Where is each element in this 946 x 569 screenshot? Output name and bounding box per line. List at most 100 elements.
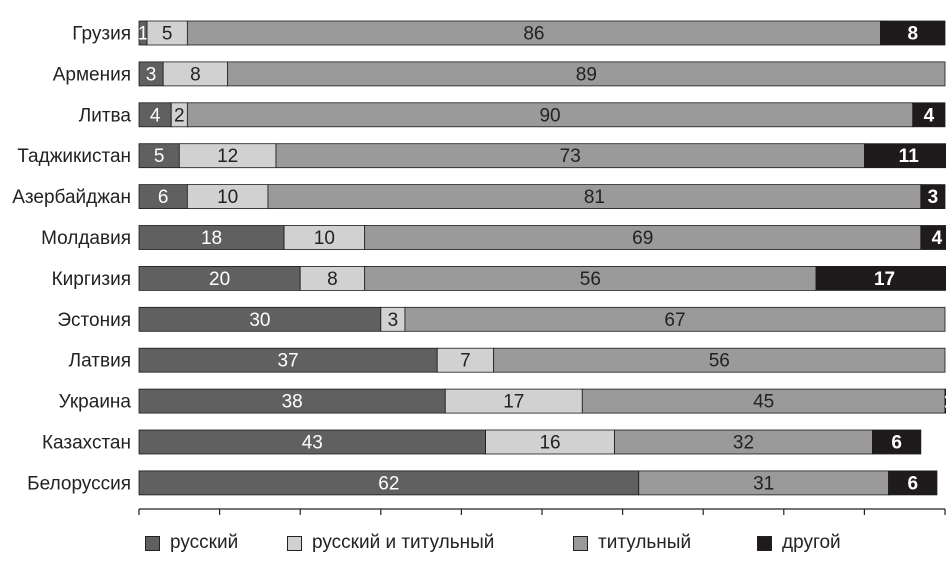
bar-segment: [227, 61, 946, 87]
data-label: 56: [709, 351, 730, 372]
data-label: 8: [190, 64, 201, 85]
legend-label-russian-and-titular: русский и титульный: [312, 532, 495, 553]
bar-segment: [364, 225, 922, 250]
data-label: 8: [327, 269, 338, 290]
legend-label-titular: титульный: [598, 532, 692, 553]
data-label: 6: [158, 187, 169, 208]
category-label: Эстония: [57, 310, 131, 331]
bar-segment: [880, 20, 946, 46]
data-label: 17: [874, 269, 895, 290]
legend-swatch-russian-and-titular: [287, 535, 302, 551]
bar-segment: [404, 306, 946, 332]
data-label: 2: [174, 105, 185, 126]
bar-segment: [864, 143, 946, 169]
data-label: 32: [733, 433, 754, 454]
bar-segment: [912, 102, 946, 128]
bar-segment: [138, 225, 285, 250]
legend-swatch-other: [757, 535, 772, 551]
data-label: 62: [378, 473, 399, 494]
category-label: Латвия: [69, 351, 131, 372]
data-label: 4: [150, 105, 161, 126]
data-label: 45: [753, 392, 774, 413]
data-label: 8: [907, 24, 918, 45]
bar-segment: [920, 225, 946, 250]
bar-segment: [581, 388, 946, 414]
data-label: 86: [523, 24, 544, 45]
category-label: Белоруссия: [27, 473, 131, 494]
legend-swatch-russian: [145, 535, 160, 551]
bar-segment: [186, 20, 881, 46]
bar-segment: [815, 265, 946, 291]
data-label: 12: [217, 146, 238, 167]
legend-label-other: другой: [782, 532, 841, 553]
bar-segment: [872, 429, 922, 455]
bar-segment: [138, 306, 382, 332]
data-label: 11: [899, 146, 920, 167]
category-label: Литва: [79, 105, 132, 126]
data-label: 1: [138, 24, 149, 45]
data-label: 1: [944, 392, 946, 413]
legend-item-russian: русский: [145, 532, 238, 554]
bar-segment: [138, 429, 486, 455]
data-label: 89: [576, 64, 597, 85]
bar-segment: [888, 470, 938, 496]
data-label: 6: [891, 433, 902, 454]
bar-segment: [138, 184, 188, 210]
data-label: 67: [664, 310, 685, 331]
data-label: 6: [907, 473, 918, 494]
data-label: 3: [146, 64, 157, 85]
data-label: 5: [162, 24, 173, 45]
data-label: 3: [388, 310, 399, 331]
data-label: 4: [924, 105, 935, 126]
category-label: Таджикистан: [17, 146, 131, 167]
bar-segment: [138, 388, 446, 414]
data-label: 4: [932, 228, 943, 249]
legend-label-russian: русский: [170, 532, 239, 553]
data-label: 90: [539, 105, 560, 126]
bar-segment: [138, 265, 301, 291]
data-label: 3: [928, 187, 939, 208]
bar-segment: [283, 225, 366, 250]
bar-segment: [485, 429, 615, 455]
data-label: 5: [154, 146, 165, 167]
data-label: 10: [217, 187, 238, 208]
data-label: 7: [460, 351, 471, 372]
legend: русский русский и титульный титульный др…: [0, 532, 946, 558]
data-label: 16: [539, 433, 560, 454]
data-label: 31: [753, 473, 774, 494]
data-label: 81: [584, 187, 605, 208]
legend-item-russian-and-titular: русский и титульный: [287, 532, 494, 554]
bar-segment: [436, 347, 495, 373]
data-label: 43: [302, 433, 323, 454]
legend-item-titular: титульный: [573, 532, 691, 554]
data-label: 56: [580, 269, 601, 290]
bar-segment: [493, 347, 946, 373]
bar-segment: [920, 184, 946, 210]
legend-swatch-titular: [573, 535, 588, 551]
category-label: Армения: [53, 64, 131, 85]
bar-segment: [138, 102, 172, 128]
category-label: Казахстан: [42, 433, 131, 454]
data-label: 10: [314, 228, 335, 249]
data-label: 73: [560, 146, 581, 167]
data-label: 17: [503, 392, 524, 413]
bar-segment: [138, 61, 164, 87]
category-label: Украина: [59, 392, 132, 413]
bar-segment: [138, 347, 438, 373]
category-label: Молдавия: [41, 228, 131, 249]
bar-segment: [138, 470, 640, 496]
data-label: 30: [249, 310, 270, 331]
data-label: 18: [201, 228, 222, 249]
category-label: Грузия: [72, 24, 131, 45]
bar-segment: [364, 265, 817, 291]
bar-segment: [267, 184, 922, 210]
data-label: 37: [278, 351, 299, 372]
data-label: 69: [632, 228, 653, 249]
legend-item-other: другой: [757, 532, 841, 554]
category-label: Киргизия: [52, 269, 131, 290]
data-label: 38: [282, 392, 303, 413]
category-label: Азербайджан: [12, 187, 131, 208]
bar-segment: [178, 143, 277, 169]
bar-segment: [380, 306, 406, 332]
